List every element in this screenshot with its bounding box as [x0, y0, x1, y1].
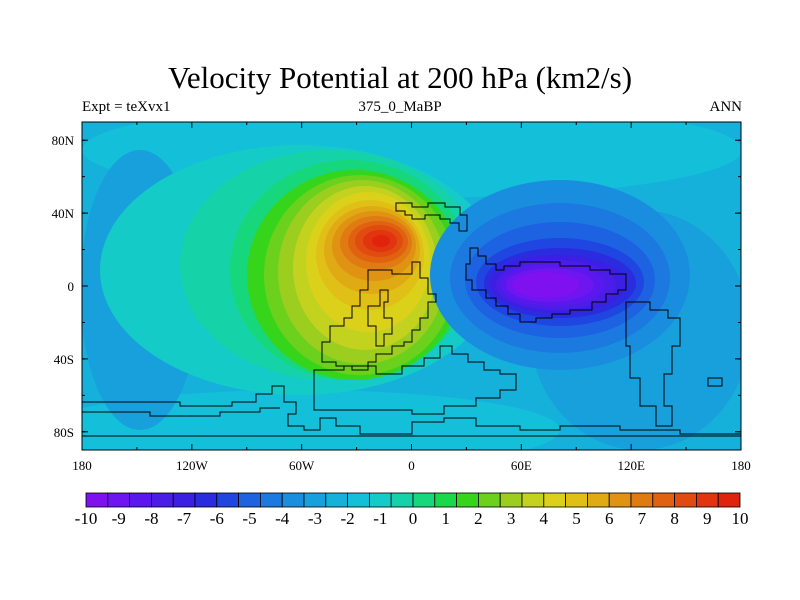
colorbar-label: -6: [210, 509, 224, 528]
colorbar-swatch: [368, 492, 392, 508]
x-tick-label: 180: [72, 458, 92, 473]
colorbar-label: -8: [144, 509, 158, 528]
experiment-label: Expt = teXvx1: [82, 99, 171, 115]
colorbar-swatch: [390, 492, 414, 508]
colorbar-label: 5: [572, 509, 581, 528]
coastline-southern-continent: [313, 345, 517, 415]
colorbar-swatch: [194, 492, 218, 508]
coastline-antarctic-shelf: [82, 385, 741, 435]
coastline-southeast-landmass: [625, 301, 681, 427]
colorbar-swatch: [434, 492, 457, 508]
colorbar-swatch: [172, 492, 196, 508]
colorbar-label: -9: [112, 509, 126, 528]
colorbar-swatch: [259, 492, 283, 508]
colorbar-label: 3: [507, 509, 516, 528]
colorbar-label: 4: [540, 509, 549, 528]
colorbar-label: 10: [732, 509, 749, 528]
season-label: ANN: [709, 99, 743, 115]
colorbar-swatch: [456, 492, 479, 508]
x-tick-label: 0: [408, 458, 415, 473]
y-tick-label: 80S: [54, 425, 74, 440]
colorbar-label: -2: [341, 509, 355, 528]
axis-ticks: [81, 122, 742, 450]
colorbar-swatch: [216, 492, 240, 508]
coastline-eastern-continent: [465, 247, 627, 323]
colorbar-swatch: [347, 492, 370, 508]
colorbar-swatch: [238, 492, 261, 508]
colorbar-label: -5: [242, 509, 256, 528]
chart-title: Velocity Potential at 200 hPa (km2/s): [167, 60, 633, 95]
colorbar-swatch: [129, 492, 152, 508]
y-tick-label: 80N: [52, 133, 75, 148]
coastline-far-east-island: [707, 377, 723, 387]
colorbar-swatch: [325, 492, 348, 508]
x-tick-label: 180: [731, 458, 751, 473]
colorbar-swatch: [674, 492, 697, 508]
colorbar-swatch: [587, 492, 610, 508]
x-tick-label: 60W: [289, 458, 315, 473]
colorbar-swatch: [630, 492, 654, 508]
colorbar-swatch: [543, 492, 566, 508]
coastline-antarctic-coast: [82, 407, 280, 417]
colorbar-swatch: [477, 492, 501, 508]
field-band-southern: [82, 390, 560, 450]
colorbar-label: -7: [177, 509, 192, 528]
x-tick-label: 60E: [511, 458, 532, 473]
y-tick-label: 40N: [52, 206, 75, 221]
y-tick-label: 40S: [54, 352, 74, 367]
colorbar-swatch: [412, 492, 436, 508]
colorbar-label: 9: [703, 509, 712, 528]
colorbar-swatch: [565, 492, 588, 508]
colorbar-label: -10: [75, 509, 98, 528]
colorbar-label: 1: [441, 509, 450, 528]
colorbar-swatch: [696, 492, 719, 508]
colorbar-label: 7: [638, 509, 647, 528]
coastline-central-continent: [321, 261, 437, 371]
period-label: 375_0_MaBP: [358, 99, 442, 115]
colorbar-label: -1: [373, 509, 387, 528]
colorbar-label: 6: [605, 509, 614, 528]
field-contour-neg-10: [512, 272, 580, 298]
field-plot-area: [82, 122, 741, 450]
colorbar-swatch: [652, 492, 675, 508]
coastline-northern-continent: [395, 202, 468, 232]
x-tick-label: 120W: [176, 458, 209, 473]
colorbar: -10 -9 -8 -7 -6 -5 -4 -3 -2 -1 0 1 2 3 4 5 6 7 8 9 10: [75, 492, 749, 528]
colorbar-swatch: [717, 492, 741, 508]
colorbar-label: -3: [308, 509, 322, 528]
field-contour-pos-16: [372, 235, 390, 247]
colorbar-swatch: [281, 492, 305, 508]
colorbar-swatch: [521, 492, 545, 508]
colorbar-label: 2: [474, 509, 483, 528]
colorbar-label: 8: [670, 509, 679, 528]
colorbar-swatch: [608, 492, 632, 508]
x-tick-label: 120E: [617, 458, 645, 473]
axis-labels: 180 120W 60W 0 60E 120E 180 80N 40N 0 40S 80S: [52, 133, 751, 473]
colorbar-swatch: [85, 492, 109, 508]
colorbar-label: -4: [275, 509, 290, 528]
y-tick-label: 0: [68, 279, 75, 294]
coastline-inner-channel: [367, 289, 393, 347]
colorbar-label: 0: [409, 509, 418, 528]
colorbar-swatch: [107, 492, 131, 508]
coastlines: [82, 202, 741, 437]
colorbar-swatch: [303, 492, 327, 508]
colorbar-swatch: [150, 492, 174, 508]
colorbar-swatch: [499, 492, 523, 508]
